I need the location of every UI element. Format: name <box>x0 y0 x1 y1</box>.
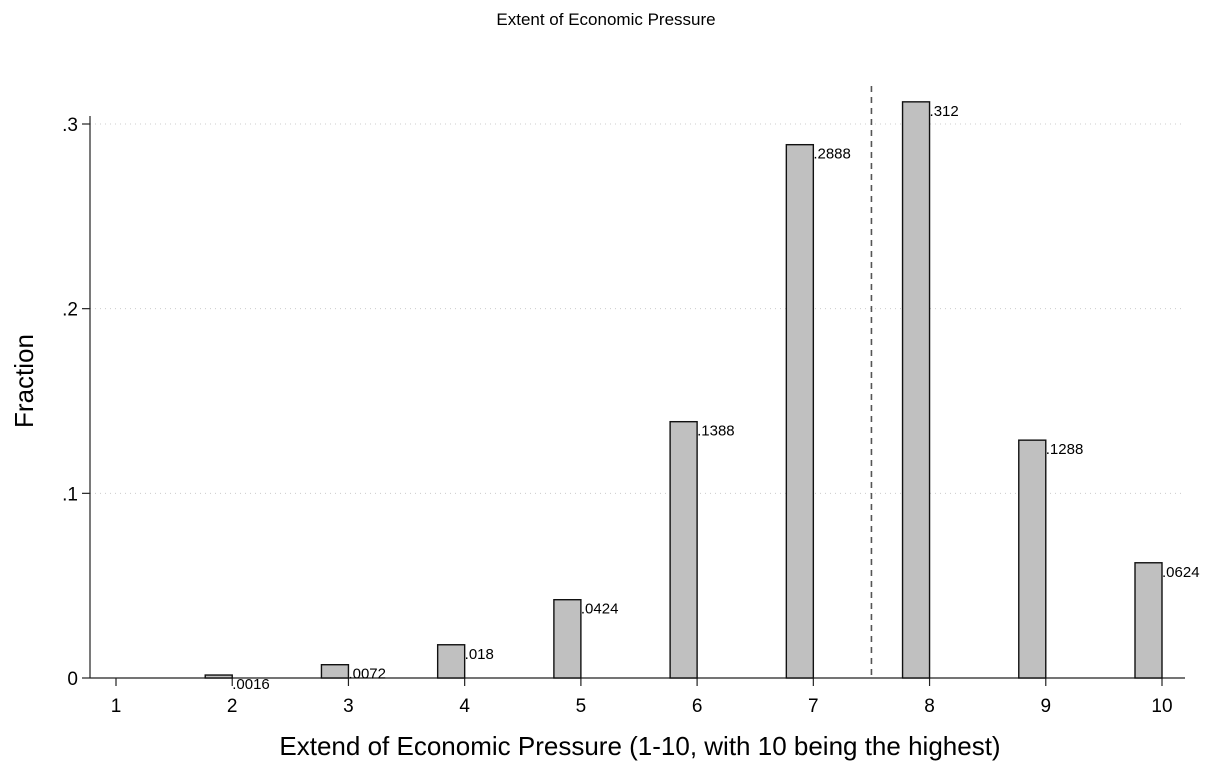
data-label: .312 <box>930 103 959 120</box>
data-label: .0016 <box>232 676 270 693</box>
data-label: .0624 <box>1162 564 1200 581</box>
x-tick-label: 6 <box>692 696 703 717</box>
bar <box>204 674 233 679</box>
x-tick-label: 10 <box>1151 696 1172 717</box>
bar <box>785 143 815 679</box>
bars <box>204 101 1163 679</box>
data-label: .0072 <box>348 666 386 683</box>
data-label: .1288 <box>1046 441 1084 458</box>
data-label: .018 <box>465 646 494 663</box>
x-tick-label: 9 <box>1040 696 1051 717</box>
data-label: .2888 <box>813 146 851 163</box>
data-labels: .0016 .0072 .018 .0424 .1388 .2888 .312 .1288 .0… <box>232 103 1199 693</box>
bar <box>1018 439 1047 679</box>
bar <box>1134 562 1163 679</box>
x-tick-label: 1 <box>111 696 122 717</box>
y-tick-label: 0 <box>67 669 78 690</box>
x-tick-label: 4 <box>459 696 470 717</box>
gridlines <box>90 123 1185 494</box>
chart-title: Extent of Economic Pressure <box>496 10 715 29</box>
y-tick-label: .3 <box>62 115 78 136</box>
axes: 0 .1 .2 .3 1 2 3 4 5 6 7 8 9 10 <box>62 115 1185 717</box>
x-tick-label: 2 <box>227 696 238 717</box>
bar <box>901 101 931 679</box>
x-tick-label: 3 <box>343 696 354 717</box>
x-tick-label: 7 <box>808 696 819 717</box>
x-axis-title: Extend of Economic Pressure (1-10, with … <box>279 731 1000 761</box>
bar <box>669 420 698 679</box>
bar <box>436 644 466 679</box>
y-axis-title: Fraction <box>9 334 39 428</box>
x-tick-label: 8 <box>924 696 935 717</box>
y-tick-label: .2 <box>62 300 78 321</box>
data-label: .0424 <box>581 601 619 618</box>
data-label: .1388 <box>697 423 735 440</box>
bar <box>553 599 582 679</box>
y-tick-label: .1 <box>62 484 78 505</box>
x-tick-label: 5 <box>576 696 587 717</box>
bar <box>320 664 350 679</box>
